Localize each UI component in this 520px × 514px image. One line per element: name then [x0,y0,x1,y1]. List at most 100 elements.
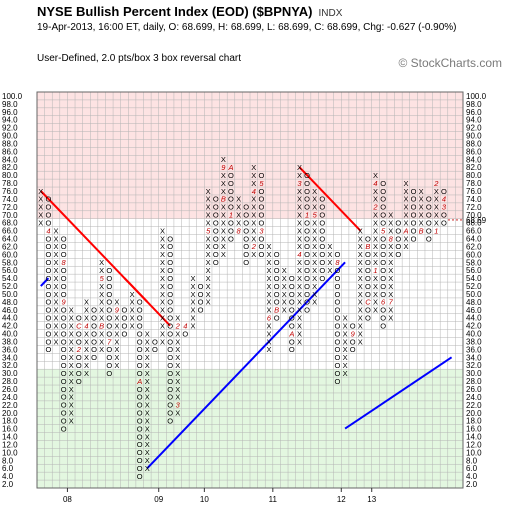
x-box: X [54,290,59,299]
o-box: O [137,472,143,481]
o-box: O [395,250,401,259]
y-tick-label-right: 98.0 [466,100,482,109]
month-mark: 4 [183,321,187,330]
o-box: O [289,298,295,307]
o-box: O [122,321,128,330]
o-box: O [319,195,325,204]
y-tick-label-right: 26.0 [466,385,482,394]
x-box: X [114,345,119,354]
x-tick-label: 10 [200,495,209,504]
x-box: X [206,274,211,283]
x-box: X [190,314,195,323]
o-box: O [319,274,325,283]
x-box: X [190,290,195,299]
o-box: O [45,321,51,330]
x-box: X [297,195,302,204]
x-box: X [206,258,211,267]
y-tick-label-right: 2.0 [466,480,478,489]
x-box: X [145,448,150,457]
o-box: O [213,258,219,267]
month-mark: 9 [351,329,356,338]
o-box: O [365,234,371,243]
x-box: X [358,266,363,275]
x-box: X [54,242,59,251]
o-box: O [45,298,51,307]
y-tick-label-right: 44.0 [466,314,482,323]
x-box: X [221,171,226,180]
x-box: X [251,211,256,220]
x-box: X [358,314,363,323]
o-box: O [228,171,234,180]
o-box: O [304,266,310,275]
month-mark: 2 [175,321,181,330]
x-box: X [54,329,59,338]
y-tick-label-right: 16.0 [466,425,482,434]
o-box: O [289,274,295,283]
o-box: O [106,282,112,291]
x-box: X [145,353,150,362]
x-box: X [145,416,150,425]
x-box: X [114,314,119,323]
o-box: O [152,337,158,346]
o-box: O [106,361,112,370]
o-box: O [76,314,82,323]
x-box: X [69,401,74,410]
o-box: O [61,361,67,370]
o-box: O [213,195,219,204]
x-box: X [312,187,317,196]
o-box: O [335,321,341,330]
month-mark: 1 [305,211,309,220]
y-tick-label-right: 40.0 [466,330,482,339]
y-tick-label-left: 80.0 [2,171,18,180]
o-box: O [411,218,417,227]
y-tick-label-left: 92.0 [2,124,18,133]
x-box: X [114,329,119,338]
x-box: X [403,242,408,251]
y-tick-label-right: 58.0 [466,258,482,267]
month-mark: 8 [62,258,67,267]
o-box: O [395,226,401,235]
x-box: X [312,234,317,243]
x-box: X [99,329,104,338]
x-box: X [175,377,180,386]
y-tick-label-left: 84.0 [2,155,18,164]
x-box: X [54,234,59,243]
x-box: X [297,274,302,283]
o-box: O [137,298,143,307]
month-mark: 2 [76,345,82,354]
o-box: O [167,337,173,346]
y-tick-label-left: 42.0 [2,322,18,331]
x-box: X [175,353,180,362]
o-box: O [61,282,67,291]
o-box: O [137,401,143,410]
month-mark: 5 [259,179,264,188]
o-box: O [137,456,143,465]
x-box: X [206,298,211,307]
x-box: X [69,306,74,315]
o-box: O [426,234,432,243]
o-box: O [167,321,173,330]
month-mark: 4 [252,187,256,196]
o-box: O [380,282,386,291]
o-box: O [76,361,82,370]
o-box: O [61,337,67,346]
x-box: X [175,409,180,418]
x-box: X [358,306,363,315]
x-box: X [54,226,59,235]
x-box: X [175,393,180,402]
o-box: O [350,345,356,354]
o-box: O [137,353,143,362]
x-box: X [236,218,241,227]
x-box: X [38,211,43,220]
x-box: X [312,274,317,283]
o-box: O [106,306,112,315]
o-box: O [106,266,112,275]
y-tick-label-left: 78.0 [2,179,18,188]
x-box: X [297,171,302,180]
x-box: X [403,187,408,196]
x-box: X [145,345,150,354]
o-box: O [350,337,356,346]
x-box: X [69,361,74,370]
o-box: O [380,321,386,330]
y-tick-label-right: 66.0 [466,227,482,236]
